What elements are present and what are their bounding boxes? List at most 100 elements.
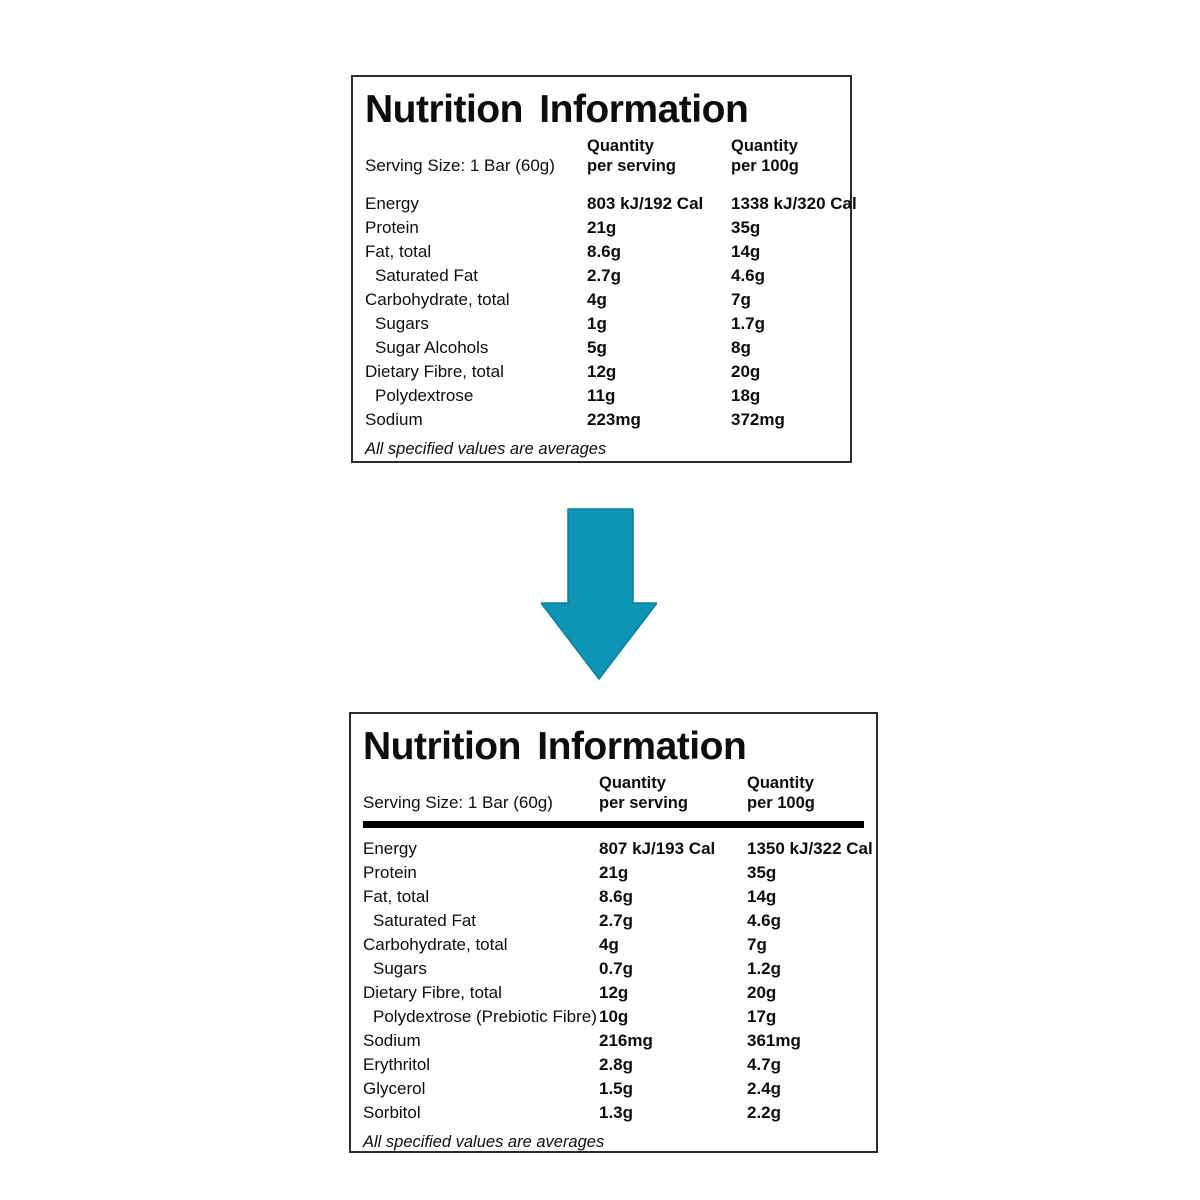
nutrient-label: Sugars	[375, 314, 429, 333]
serving-size-text: Serving Size: 1 Bar (60g)	[363, 793, 553, 812]
nutrient-row: Sugar Alcohols 5g 8g	[365, 336, 838, 360]
value-per-serving: 10g	[599, 1007, 629, 1026]
nutrient-label: Sugars	[373, 959, 427, 978]
value-per-100g: 14g	[747, 887, 777, 906]
down-arrow-icon	[541, 508, 657, 680]
value-per-100g: 1338 kJ/320 Cal	[731, 194, 857, 213]
nutrition-panel-after: Nutrition Information Serving Size: 1 Ba…	[349, 712, 878, 1153]
nutrient-label: Protein	[365, 218, 419, 237]
value-per-serving: 807 kJ/193 Cal	[599, 839, 716, 858]
header-divider-bar	[363, 821, 864, 828]
nutrient-label: Energy	[365, 194, 419, 213]
nutrient-row: Fat, total 8.6g 14g	[363, 885, 864, 909]
nutrient-row: Erythritol 2.8g 4.7g	[363, 1053, 864, 1077]
nutrient-label: Saturated Fat	[375, 266, 479, 285]
table-header-row: Serving Size: 1 Bar (60g) Quantity per s…	[365, 137, 838, 176]
nutrient-row: Dietary Fibre, total 12g 20g	[363, 981, 864, 1005]
nutrient-rows: Energy 803 kJ/192 Cal 1338 kJ/320 Cal Prote…	[365, 192, 857, 432]
footnote: All specified values are averages	[365, 440, 607, 458]
value-per-serving: 5g	[587, 338, 607, 357]
value-per-100g: 7g	[731, 290, 751, 309]
nutrient-label: Protein	[363, 863, 417, 882]
nutrient-row: Sodium 216mg 361mg	[363, 1029, 864, 1053]
value-per-100g: 8g	[731, 338, 751, 357]
nutrient-label: Energy	[363, 839, 417, 858]
nutrient-rows: Energy 807 kJ/193 Cal 1350 kJ/322 Cal Prote…	[363, 837, 873, 1125]
value-per-100g: 1350 kJ/322 Cal	[747, 839, 873, 858]
value-per-100g: 17g	[747, 1007, 777, 1026]
nutrient-label: Fat, total	[365, 242, 432, 261]
nutrient-label: Sugar Alcohols	[375, 338, 489, 357]
nutrition-panel-before: Nutrition Information Serving Size: 1 Ba…	[351, 75, 857, 463]
table-header-row: Serving Size: 1 Bar (60g) Quantity per s…	[363, 774, 864, 813]
value-per-serving: 8.6g	[587, 242, 622, 261]
nutrient-label: Fat, total	[363, 887, 430, 906]
value-per-serving: 11g	[587, 386, 616, 405]
nutrient-row: Protein 21g 35g	[365, 216, 838, 240]
col-header-line: Quantity	[599, 774, 666, 792]
panel-title: Nutrition Information	[363, 725, 747, 768]
col-header-per-100g: Quantity per 100g	[747, 774, 864, 813]
nutrient-row: Glycerol 1.5g 2.4g	[363, 1077, 864, 1101]
col-header-line: per 100g	[731, 156, 799, 175]
nutrient-label: Polydextrose (Prebiotic Fibre)	[373, 1007, 597, 1026]
nutrient-row: Fat, total 8.6g 14g	[365, 240, 838, 264]
value-per-serving: 8.6g	[599, 887, 634, 906]
down-arrow-shape	[541, 508, 657, 680]
value-per-100g: 20g	[747, 983, 777, 1002]
panel-inner: Nutrition Information Serving Size: 1 Ba…	[353, 77, 857, 459]
value-per-serving: 2.8g	[599, 1055, 634, 1074]
nutrient-row: Sugars 1g 1.7g	[365, 312, 838, 336]
value-per-serving: 12g	[599, 983, 629, 1002]
nutrient-label: Sorbitol	[363, 1103, 421, 1122]
nutrient-row: Protein 21g 35g	[363, 861, 864, 885]
nutrient-row: Energy 803 kJ/192 Cal 1338 kJ/320 Cal	[365, 192, 857, 216]
col-header-line: per 100g	[747, 793, 815, 812]
nutrient-row: Sorbitol 1.3g 2.2g	[363, 1101, 864, 1125]
value-per-serving: 1.3g	[599, 1103, 634, 1122]
value-per-serving: 21g	[599, 863, 629, 882]
value-per-serving: 12g	[587, 362, 617, 381]
value-per-serving: 216mg	[599, 1031, 653, 1050]
value-per-serving: 1.5g	[599, 1079, 634, 1098]
col-header-per-serving: Quantity per serving	[587, 137, 731, 176]
value-per-serving: 1g	[587, 314, 607, 333]
value-per-100g: 4.6g	[731, 266, 766, 285]
nutrient-row: Dietary Fibre, total 12g 20g	[365, 360, 838, 384]
nutrient-label: Carbohydrate, total	[365, 290, 510, 309]
nutrient-row: Saturated Fat 2.7g 4.6g	[363, 909, 864, 933]
value-per-100g: 20g	[731, 362, 761, 381]
value-per-serving: 4g	[587, 290, 607, 309]
value-per-100g: 372mg	[731, 410, 785, 429]
value-per-100g: 14g	[731, 242, 761, 261]
nutrient-label: Dietary Fibre, total	[363, 983, 502, 1002]
nutrient-label: Dietary Fibre, total	[365, 362, 504, 381]
panel-inner: Nutrition Information Serving Size: 1 Ba…	[351, 714, 876, 1152]
footnote: All specified values are averages	[363, 1133, 605, 1151]
value-per-serving: 2.7g	[587, 266, 622, 285]
nutrient-label: Glycerol	[363, 1079, 426, 1098]
value-per-100g: 2.2g	[747, 1103, 782, 1122]
value-per-serving: 223mg	[587, 410, 641, 429]
nutrient-label: Erythritol	[363, 1055, 431, 1074]
value-per-100g: 1.2g	[747, 959, 782, 978]
col-header-line: Quantity	[747, 774, 814, 792]
nutrient-label: Sodium	[363, 1031, 421, 1050]
col-header-line: per serving	[599, 793, 688, 812]
value-per-serving: 803 kJ/192 Cal	[587, 194, 704, 213]
col-header-per-100g: Quantity per 100g	[731, 137, 838, 176]
panel-title: Nutrition Information	[365, 88, 749, 131]
col-header-per-serving: Quantity per serving	[599, 774, 747, 813]
nutrient-row: Saturated Fat 2.7g 4.6g	[365, 264, 838, 288]
value-per-100g: 4.6g	[747, 911, 782, 930]
nutrient-row: Sugars 0.7g 1.2g	[363, 957, 864, 981]
value-per-serving: 2.7g	[599, 911, 634, 930]
nutrient-row: Sodium 223mg 372mg	[365, 408, 838, 432]
value-per-serving: 0.7g	[599, 959, 634, 978]
nutrient-row: Carbohydrate, total 4g 7g	[363, 933, 864, 957]
value-per-100g: 361mg	[747, 1031, 801, 1050]
value-per-100g: 18g	[731, 386, 761, 405]
nutrient-label: Polydextrose	[375, 386, 474, 405]
nutrient-row: Polydextrose 11g 18g	[365, 384, 838, 408]
